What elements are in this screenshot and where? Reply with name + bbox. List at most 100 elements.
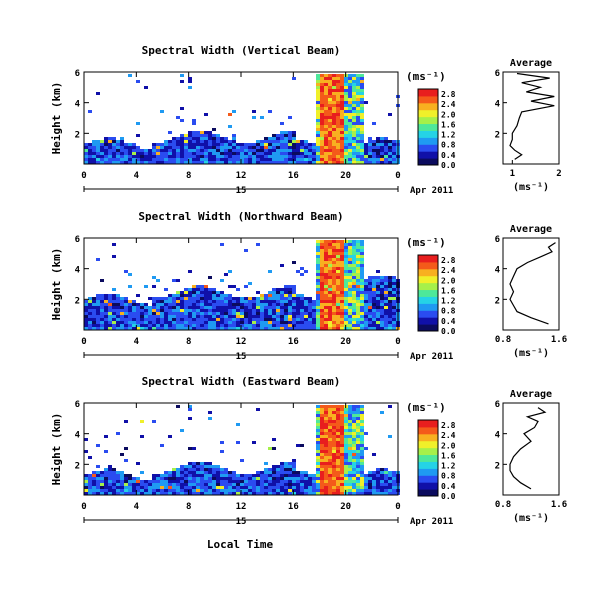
x-tick-label: 16 bbox=[288, 337, 299, 347]
panel-title: Spectral Width (Vertical Beam) bbox=[142, 44, 341, 57]
colorbar-tick-label: 0.0 bbox=[441, 492, 456, 501]
colorbar-segment bbox=[418, 303, 438, 311]
colorbar-segment bbox=[418, 89, 438, 97]
panel-1: Spectral Width (Vertical Beam) Height (km… bbox=[50, 44, 562, 196]
date-tick-label: 15 bbox=[236, 517, 247, 527]
average-y-tick-label: 4 bbox=[495, 266, 501, 276]
x-tick-label: 8 bbox=[186, 502, 191, 512]
colorbar-segment bbox=[418, 144, 438, 152]
colorbar-segment bbox=[418, 275, 438, 284]
colorbar-segment bbox=[418, 461, 438, 469]
colorbar-segment bbox=[418, 454, 438, 462]
colorbar-segment bbox=[418, 324, 438, 332]
average-y-tick-label: 4 bbox=[495, 100, 501, 110]
colorbar-tick-label: 1.6 bbox=[441, 451, 456, 460]
date-label: Apr 2011 bbox=[410, 517, 453, 527]
colorbar-tick-label: 2.0 bbox=[441, 441, 456, 450]
average-profile-line bbox=[509, 242, 556, 325]
colorbar-tick-label: 0.8 bbox=[441, 307, 456, 316]
average-x-tick-label: 1 bbox=[510, 169, 515, 179]
colorbar-segment bbox=[418, 137, 438, 145]
date-tick-label: 15 bbox=[236, 186, 247, 196]
colorbar-tick-label: 0.0 bbox=[441, 327, 456, 336]
y-tick-label: 6 bbox=[75, 400, 80, 410]
colorbar-segment bbox=[418, 116, 438, 125]
colorbar-segment bbox=[418, 468, 438, 476]
colorbar-unit: (ms⁻¹) bbox=[406, 236, 446, 249]
colorbar-segment bbox=[418, 310, 438, 318]
average-profile-line bbox=[509, 407, 547, 490]
y-tick-label: 4 bbox=[75, 100, 81, 110]
average-x-tick-label: 1.6 bbox=[551, 500, 567, 510]
colorbar-segment bbox=[418, 440, 438, 449]
average-x-tick-label: 0.8 bbox=[495, 335, 511, 345]
colorbar-tick-label: 0.4 bbox=[441, 317, 456, 326]
colorbar-segment bbox=[418, 282, 438, 291]
colorbar-segment bbox=[418, 95, 438, 104]
average-title: Average bbox=[510, 389, 552, 400]
colorbar-segment bbox=[418, 102, 438, 111]
x-tick-label: 12 bbox=[236, 502, 247, 512]
colorbar-segment bbox=[418, 447, 438, 456]
average-x-label: (ms⁻¹) bbox=[513, 182, 549, 193]
y-tick-label: 4 bbox=[75, 431, 81, 441]
x-tick-label: 20 bbox=[340, 171, 351, 181]
colorbar-tick-label: 1.6 bbox=[441, 286, 456, 295]
x-tick-label: 4 bbox=[134, 502, 140, 512]
panel-title: Spectral Width (Eastward Beam) bbox=[142, 375, 341, 388]
y-axis-label: Height (km) bbox=[50, 413, 63, 486]
colorbar-tick-label: 2.8 bbox=[441, 421, 456, 430]
x-tick-label: 16 bbox=[288, 502, 299, 512]
average-y-tick-label: 4 bbox=[495, 431, 501, 441]
average-title: Average bbox=[510, 58, 552, 69]
colorbar-segment bbox=[418, 482, 438, 490]
x-tick-label: 8 bbox=[186, 171, 191, 181]
y-tick-label: 2 bbox=[75, 461, 80, 471]
colorbar-tick-label: 1.2 bbox=[441, 131, 456, 140]
colorbar-segment bbox=[418, 151, 438, 159]
x-tick-label: 0 bbox=[81, 171, 86, 181]
x-axis-label: Local Time bbox=[207, 538, 274, 551]
date-tick-label: 15 bbox=[236, 352, 247, 362]
colorbar-segment bbox=[418, 426, 438, 435]
x-tick-label: 16 bbox=[288, 171, 299, 181]
colorbar-segment bbox=[418, 130, 438, 138]
colorbar-tick-label: 1.2 bbox=[441, 462, 456, 471]
x-tick-label: 0 bbox=[81, 502, 86, 512]
date-label: Apr 2011 bbox=[410, 186, 453, 196]
x-tick-label: 4 bbox=[134, 171, 140, 181]
colorbar-segment bbox=[418, 289, 438, 297]
colorbar-tick-label: 0.4 bbox=[441, 482, 456, 491]
average-x-tick-label: 0.8 bbox=[495, 500, 511, 510]
colorbar-tick-label: 2.8 bbox=[441, 256, 456, 265]
colorbar-frame bbox=[417, 254, 439, 332]
average-x-tick-label: 1.6 bbox=[551, 335, 567, 345]
heatmap bbox=[84, 405, 400, 495]
x-tick-label: 12 bbox=[236, 337, 247, 347]
x-tick-label: 8 bbox=[186, 337, 191, 347]
y-axis-label: Height (km) bbox=[50, 82, 63, 155]
colorbar-segment bbox=[418, 255, 438, 263]
colorbar-tick-label: 2.4 bbox=[441, 431, 456, 440]
y-tick-label: 4 bbox=[75, 266, 81, 276]
colorbar-unit: (ms⁻¹) bbox=[406, 70, 446, 83]
colorbar-tick-label: 2.4 bbox=[441, 100, 456, 109]
colorbar-tick-label: 0.8 bbox=[441, 472, 456, 481]
panel-3: Spectral Width (Eastward Beam) Height (km… bbox=[50, 375, 567, 527]
colorbar-frame bbox=[417, 419, 439, 497]
panel-2: Spectral Width (Northward Beam) Height (k… bbox=[50, 210, 567, 362]
colorbar-segment bbox=[418, 433, 438, 442]
x-tick-label: 0 bbox=[395, 337, 400, 347]
heatmap bbox=[84, 240, 400, 330]
average-y-tick-label: 2 bbox=[495, 130, 500, 140]
average-x-label: (ms⁻¹) bbox=[513, 348, 549, 359]
colorbar-segment bbox=[418, 109, 438, 118]
colorbar-tick-label: 1.6 bbox=[441, 120, 456, 129]
colorbar-tick-label: 2.4 bbox=[441, 266, 456, 275]
colorbar-unit: (ms⁻¹) bbox=[406, 401, 446, 414]
average-y-tick-label: 6 bbox=[495, 400, 500, 410]
y-tick-label: 6 bbox=[75, 235, 80, 245]
colorbar-tick-label: 0.8 bbox=[441, 141, 456, 150]
average-frame bbox=[502, 402, 560, 496]
